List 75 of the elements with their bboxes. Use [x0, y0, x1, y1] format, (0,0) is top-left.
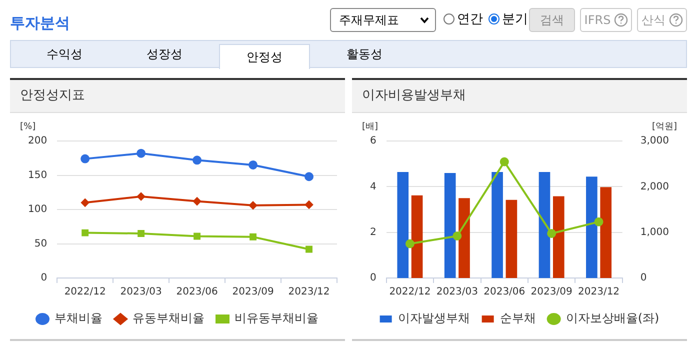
y-tick-label: 50: [34, 238, 48, 250]
point: [305, 200, 314, 209]
y-axis-title: [배]: [362, 122, 378, 132]
x-tick-label: 2022/12: [64, 286, 106, 298]
bar: [538, 172, 550, 278]
text: 검색: [529, 8, 575, 32]
point: [136, 148, 146, 158]
y2-tick-label: 3,000: [640, 136, 670, 147]
text: 산식: [642, 12, 666, 28]
y2-tick-label: 0: [640, 272, 647, 284]
y2-axis-title: [억원]: [652, 122, 677, 132]
bar: [506, 200, 518, 278]
y-tick-label: 0: [40, 272, 48, 284]
x-tick-label: 2023/06: [484, 286, 526, 298]
legend-label: 유동부채비율: [132, 311, 204, 326]
point: [82, 229, 89, 236]
x-tick-label: 2022/12: [389, 286, 431, 298]
y2-tick-label: 2,000: [640, 181, 670, 192]
legend-label: 비유동부채비율: [234, 311, 318, 326]
legend-label: 부채비율: [54, 311, 102, 326]
x-tick-label: 2023/12: [288, 286, 330, 298]
text: 안정성: [219, 44, 310, 69]
x-tick-label: 2023/09: [232, 286, 274, 298]
point: [547, 228, 556, 238]
x-tick-label: 2023/03: [120, 286, 162, 298]
bar: [586, 176, 598, 278]
x-tick-label: 2023/12: [578, 286, 620, 298]
y2-tick-label: 1,000: [640, 226, 670, 238]
legend-label: 순부채: [500, 311, 536, 326]
legend-label: 이자발생부채: [398, 311, 470, 326]
y-tick-label: 200: [28, 136, 48, 147]
point: [306, 246, 312, 253]
bar: [492, 172, 503, 278]
y-axis-title: [%]: [20, 122, 36, 132]
point: [248, 160, 258, 170]
chart-title: 이자비용발생부채: [352, 80, 687, 113]
x-tick-label: 2023/03: [436, 286, 478, 298]
point: [304, 172, 314, 182]
bar: [397, 172, 409, 278]
text: IFRS: [584, 13, 611, 27]
point: [250, 233, 256, 240]
point: [192, 156, 202, 165]
point: [594, 217, 604, 226]
text: 주재무제표: [339, 12, 399, 28]
text: 성장성: [146, 46, 184, 62]
y-tick-label: 2: [370, 226, 376, 238]
point: [405, 239, 414, 248]
chart-title: 안정성지표: [10, 80, 345, 113]
bar: [552, 196, 564, 278]
legend-label: 이자보상배율(좌): [566, 311, 660, 326]
point: [80, 154, 90, 164]
text: 분기: [502, 11, 528, 28]
y-tick-label: 0: [370, 272, 376, 284]
point: [193, 197, 202, 206]
point: [81, 198, 90, 207]
y-tick-label: 150: [28, 170, 48, 181]
x-tick-label: 2023/06: [176, 286, 218, 298]
text: 투자분석: [10, 14, 70, 33]
point: [452, 231, 462, 240]
bar: [600, 187, 612, 278]
bar: [444, 172, 456, 278]
point: [249, 201, 258, 210]
bar: [458, 198, 470, 278]
y-tick-label: 4: [370, 181, 376, 192]
text: 활동성: [346, 46, 384, 62]
x-tick-label: 2023/09: [530, 286, 572, 298]
point: [137, 192, 146, 200]
y-tick-label: 100: [28, 204, 48, 216]
point: [138, 230, 145, 237]
text: 수익성: [46, 46, 84, 62]
text: 연간: [457, 11, 483, 28]
bar: [411, 195, 423, 278]
point: [500, 157, 509, 166]
y-tick-label: 6: [370, 136, 376, 147]
point: [194, 232, 201, 240]
